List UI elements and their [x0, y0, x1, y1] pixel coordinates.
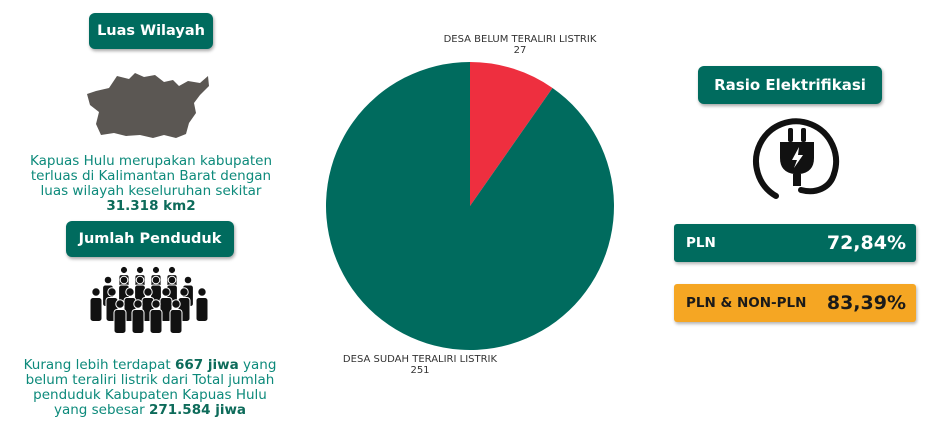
area-badge-label: Luas Wilayah [97, 23, 205, 39]
regency-map-icon [87, 73, 209, 138]
electrification-badge-label: Rasio Elektrifikasi [714, 76, 866, 94]
pie-slice-electrified [326, 62, 614, 350]
electrification-badge: Rasio Elektrifikasi [698, 66, 882, 104]
population-text-1: Kurang lebih terdapat [23, 357, 175, 373]
area-value: 31.318 km2 [106, 198, 196, 214]
pie-label-bottom: DESA SUDAH TERALIRI LISTRIK 251 [304, 354, 536, 376]
slice-value-electrified: 251 [410, 365, 430, 376]
pln-ratio-label: PLN [686, 235, 716, 251]
pln-ratio-bar: PLN 72,84% [674, 224, 916, 262]
population-description: Kurang lebih terdapat 667 jiwa yang belu… [22, 358, 278, 418]
pie-chart [326, 62, 614, 350]
population-total: 271.584 jiwa [149, 402, 247, 418]
pln-nonpln-ratio-label: PLN & NON-PLN [686, 295, 807, 311]
slice-label-unelectrified: DESA BELUM TERALIRI LISTRIK [443, 34, 597, 45]
pie-label-top: DESA BELUM TERALIRI LISTRIK 27 [404, 34, 636, 56]
pln-nonpln-ratio-value: 83,39% [826, 292, 906, 314]
power-plug-icon [753, 118, 839, 199]
population-badge: Jumlah Penduduk [66, 221, 234, 257]
crowd-icon [89, 265, 209, 334]
population-badge-label: Jumlah Penduduk [78, 231, 222, 247]
population-text-2: yang belum teraliri listrik dari Total j… [25, 357, 277, 418]
area-description: Kapuas Hulu merupakan kabupaten terluas … [20, 154, 282, 214]
pln-nonpln-ratio-bar: PLN & NON-PLN 83,39% [674, 284, 916, 322]
area-badge: Luas Wilayah [89, 13, 213, 49]
population-unelectrified: 667 jiwa [174, 357, 239, 373]
area-text: Kapuas Hulu merupakan kabupaten terluas … [30, 153, 272, 199]
pln-ratio-value: 72,84% [826, 232, 906, 254]
slice-value-unelectrified: 27 [513, 45, 527, 56]
pie-slice-unelectrified [470, 62, 553, 206]
slice-label-electrified: DESA SUDAH TERALIRI LISTRIK [342, 354, 498, 365]
